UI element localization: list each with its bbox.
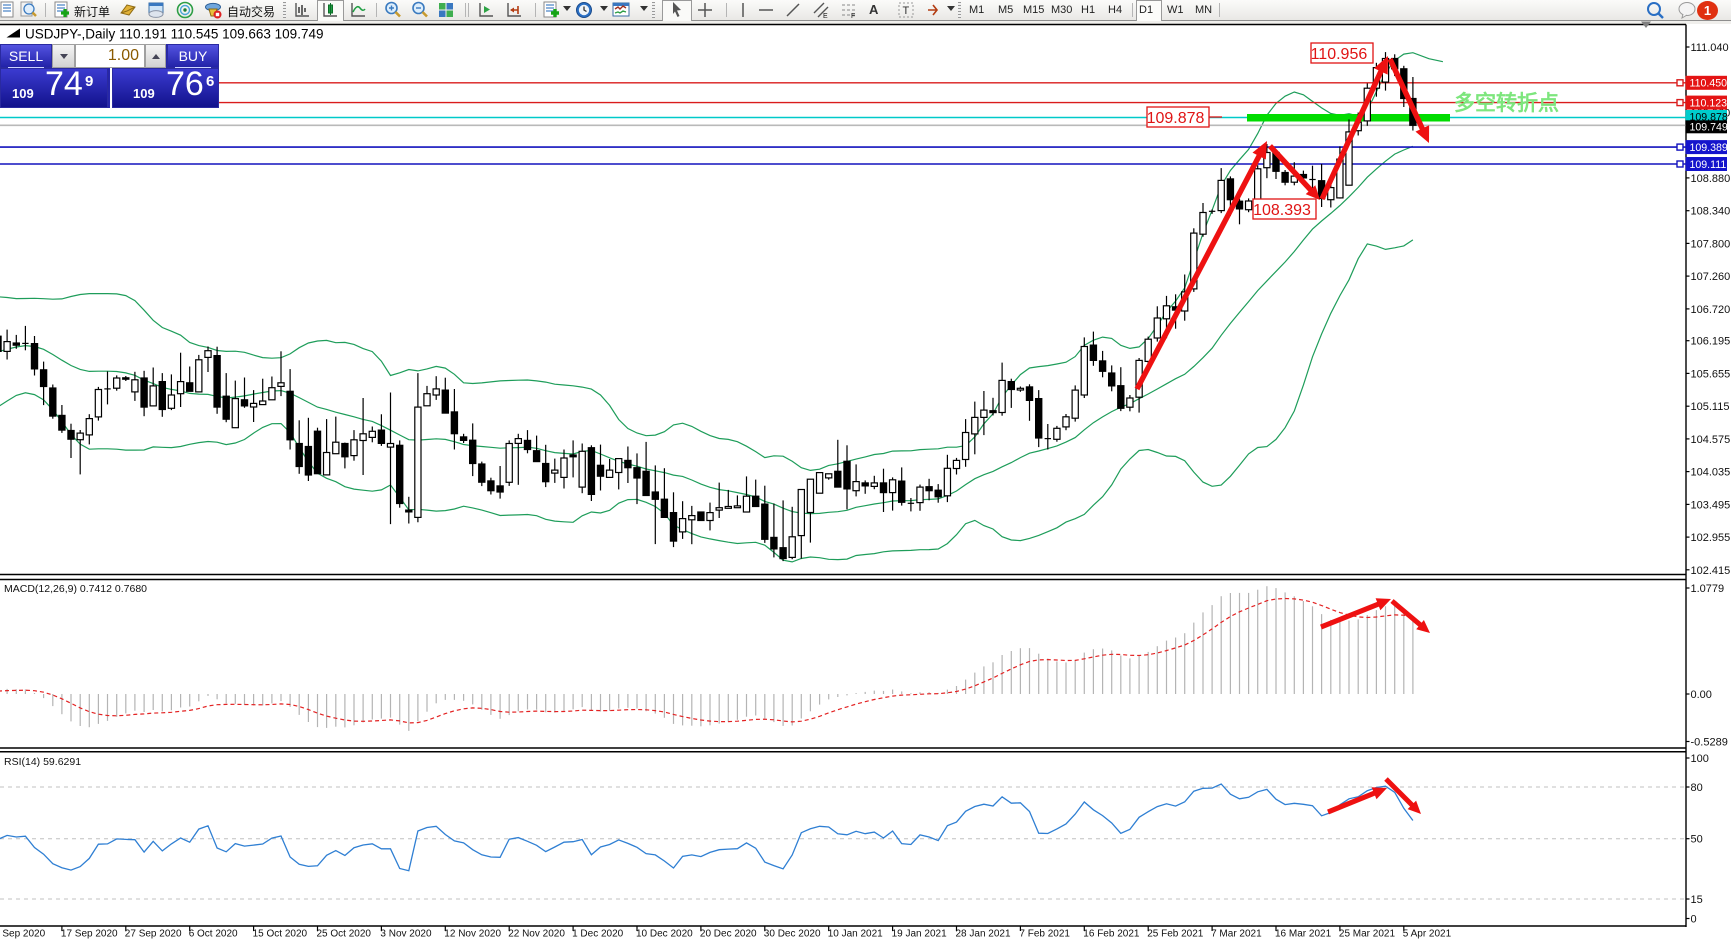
svg-text:25 Mar 2021: 25 Mar 2021	[1339, 929, 1396, 940]
svg-text:0.00: 0.00	[1691, 689, 1712, 701]
svg-text:100: 100	[1691, 753, 1709, 765]
svg-text:102.415: 102.415	[1691, 565, 1731, 577]
svg-text:109.389: 109.389	[1690, 142, 1728, 154]
svg-text:8 Sep 2020: 8 Sep 2020	[0, 929, 46, 940]
svg-text:30 Dec 2020: 30 Dec 2020	[764, 929, 821, 940]
svg-text:USDJPY-,Daily 110.191 110.545: USDJPY-,Daily 110.191 110.545 109.663 10…	[25, 27, 323, 42]
svg-text:110.450: 110.450	[1690, 78, 1728, 90]
svg-text:E: E	[823, 13, 828, 19]
svg-text:110.956: 110.956	[1311, 46, 1368, 63]
svg-text:105.655: 105.655	[1691, 368, 1731, 380]
svg-text:16 Mar 2021: 16 Mar 2021	[1275, 929, 1332, 940]
svg-text:110.123: 110.123	[1690, 97, 1728, 109]
svg-text:109.749: 109.749	[1690, 122, 1728, 134]
svg-text:108.880: 108.880	[1691, 173, 1731, 185]
svg-text:80: 80	[1691, 782, 1703, 794]
svg-text:3 Nov 2020: 3 Nov 2020	[380, 929, 432, 940]
svg-text:F: F	[851, 13, 855, 19]
svg-text:7 Feb 2021: 7 Feb 2021	[1019, 929, 1070, 940]
svg-text:108.340: 108.340	[1691, 206, 1731, 218]
svg-text:10 Jan 2021: 10 Jan 2021	[828, 929, 883, 940]
svg-text:17 Sep 2020: 17 Sep 2020	[61, 929, 118, 940]
svg-text:15: 15	[1691, 894, 1703, 906]
svg-text:106.720: 106.720	[1691, 304, 1731, 316]
svg-text:-0.5289: -0.5289	[1691, 737, 1728, 749]
svg-text:16 Feb 2021: 16 Feb 2021	[1083, 929, 1140, 940]
svg-text:104.035: 104.035	[1691, 467, 1731, 479]
svg-text:6 Oct 2020: 6 Oct 2020	[189, 929, 238, 940]
svg-text:25 Feb 2021: 25 Feb 2021	[1147, 929, 1204, 940]
svg-text:105.115: 105.115	[1691, 401, 1730, 413]
svg-text:108.393: 108.393	[1253, 202, 1311, 219]
svg-text:MACD(12,26,9) 0.7412 0.7680: MACD(12,26,9) 0.7412 0.7680	[4, 583, 147, 595]
svg-text:109.878: 109.878	[1147, 110, 1205, 127]
svg-text:RSI(14) 59.6291: RSI(14) 59.6291	[4, 756, 81, 768]
svg-text:25 Oct 2020: 25 Oct 2020	[317, 929, 372, 940]
svg-text:107.800: 107.800	[1691, 238, 1731, 250]
svg-text:19 Jan 2021: 19 Jan 2021	[892, 929, 947, 940]
svg-text:20 Dec 2020: 20 Dec 2020	[700, 929, 757, 940]
svg-text:107.260: 107.260	[1691, 271, 1731, 283]
svg-text:111.040: 111.040	[1691, 42, 1729, 54]
svg-text:22 Nov 2020: 22 Nov 2020	[508, 929, 565, 940]
svg-text:1.0779: 1.0779	[1691, 583, 1725, 595]
svg-text:T: T	[903, 5, 910, 17]
svg-text:103.495: 103.495	[1691, 499, 1731, 511]
svg-text:50: 50	[1691, 834, 1703, 846]
svg-text:7 Mar 2021: 7 Mar 2021	[1211, 929, 1262, 940]
svg-text:12 Nov 2020: 12 Nov 2020	[444, 929, 501, 940]
svg-text:27 Sep 2020: 27 Sep 2020	[125, 929, 182, 940]
svg-text:28 Jan 2021: 28 Jan 2021	[956, 929, 1011, 940]
svg-text:多空转折点: 多空转折点	[1454, 91, 1559, 115]
svg-text:10 Dec 2020: 10 Dec 2020	[636, 929, 693, 940]
svg-text:15 Oct 2020: 15 Oct 2020	[253, 929, 308, 940]
svg-text:102.955: 102.955	[1691, 532, 1731, 544]
svg-text:106.195: 106.195	[1691, 336, 1731, 348]
svg-text:5 Apr 2021: 5 Apr 2021	[1403, 929, 1452, 940]
svg-text:104.575: 104.575	[1691, 434, 1731, 446]
svg-text:1 Dec 2020: 1 Dec 2020	[572, 929, 624, 940]
svg-text:109.111: 109.111	[1690, 159, 1727, 171]
svg-text:0: 0	[1691, 914, 1697, 926]
